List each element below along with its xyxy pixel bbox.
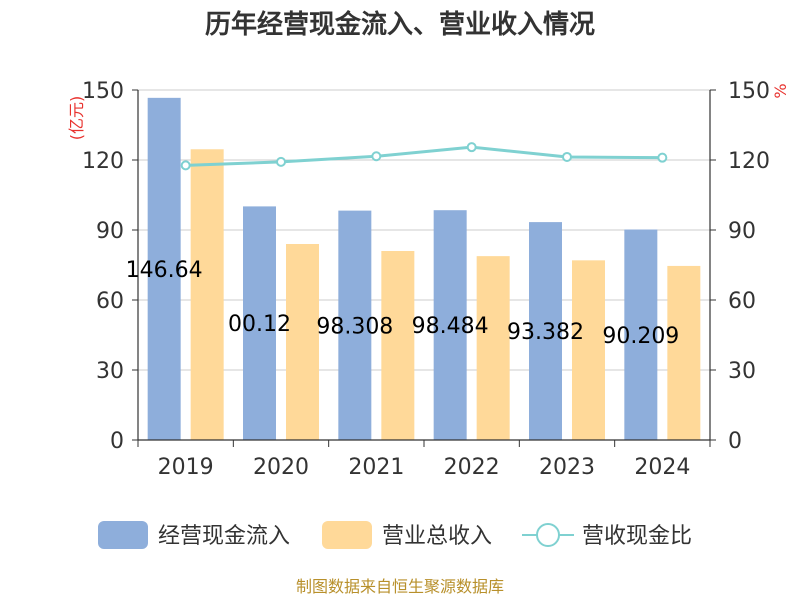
- ratio-line: [180, 142, 668, 171]
- x-tick-label: 2020: [253, 455, 309, 480]
- legend: 经营现金流入 营业总收入 营收现金比: [98, 521, 692, 549]
- legend-label: 营收现金比: [582, 524, 692, 549]
- ratio-point: [276, 156, 286, 167]
- legend-swatch-marker: [536, 523, 560, 547]
- revenue-bar: [381, 251, 415, 440]
- bars: [147, 97, 701, 440]
- x-tick-label: 2019: [158, 455, 214, 480]
- ratio-line-path: [185, 145, 663, 167]
- cash-inflow-bar: [338, 210, 372, 440]
- x-tick-label: 2024: [634, 455, 690, 480]
- legend-label: 营业总收入: [382, 524, 492, 549]
- legend-swatch-revenue: [322, 521, 372, 549]
- axes: 0 30 60 90 120 150 0 30 60 90 120 150 2019 2020 2021 20…: [82, 79, 770, 480]
- bar-value-label: 98.484: [412, 314, 489, 339]
- cash-inflow-bar: [243, 206, 276, 440]
- left-axis-unit: (亿元): [67, 96, 86, 141]
- bar-value-label: 98.308: [316, 314, 393, 339]
- x-tick-label: 2023: [539, 455, 595, 480]
- ratio-point: [657, 152, 668, 163]
- right-tick-label: 0: [728, 429, 742, 454]
- cash-inflow-bar: [529, 222, 562, 440]
- bar-value-label: 93.382: [507, 320, 584, 345]
- right-tick-label: 30: [728, 359, 756, 384]
- gridlines: [138, 89, 710, 371]
- revenue-bar: [476, 256, 510, 440]
- bar-value-label: 00.12: [228, 312, 291, 337]
- x-tick-label: 2022: [444, 455, 500, 480]
- ratio-point: [466, 142, 477, 153]
- ratio-point: [371, 151, 382, 162]
- revenue-bar: [190, 149, 224, 440]
- bar-value-label: 146.64: [126, 258, 203, 283]
- cash-inflow-bar: [624, 229, 658, 440]
- revenue-bar: [286, 244, 319, 440]
- right-axis-unit: %: [771, 83, 790, 98]
- right-tick-label: 150: [728, 79, 770, 104]
- left-tick-label: 90: [96, 219, 124, 244]
- chart-title: 历年经营现金流入、营业收入情况: [205, 9, 595, 40]
- cash-inflow-bar: [433, 210, 467, 440]
- data-labels: 146.64 00.12 98.308 98.484 93.382 90.209: [126, 258, 680, 349]
- cash-inflow-bar: [147, 97, 181, 440]
- left-tick-label: 120: [82, 149, 124, 174]
- left-tick-label: 60: [96, 289, 124, 314]
- revenue-bar: [572, 260, 605, 440]
- x-tick-label: 2021: [348, 455, 404, 480]
- source-note: 制图数据来自恒生聚源数据库: [296, 577, 504, 596]
- right-tick-label: 120: [728, 149, 770, 174]
- revenue-bar: [667, 265, 701, 440]
- bar-value-label: 90.209: [602, 324, 679, 349]
- legend-label: 经营现金流入: [158, 524, 290, 549]
- ratio-point: [180, 160, 191, 171]
- legend-swatch-cash-inflow: [98, 521, 148, 549]
- left-tick-label: 30: [96, 359, 124, 384]
- left-tick-label: 0: [110, 429, 124, 454]
- right-tick-label: 90: [728, 219, 756, 244]
- right-tick-label: 60: [728, 289, 756, 314]
- left-tick-label: 150: [82, 79, 124, 104]
- ratio-point: [562, 151, 572, 162]
